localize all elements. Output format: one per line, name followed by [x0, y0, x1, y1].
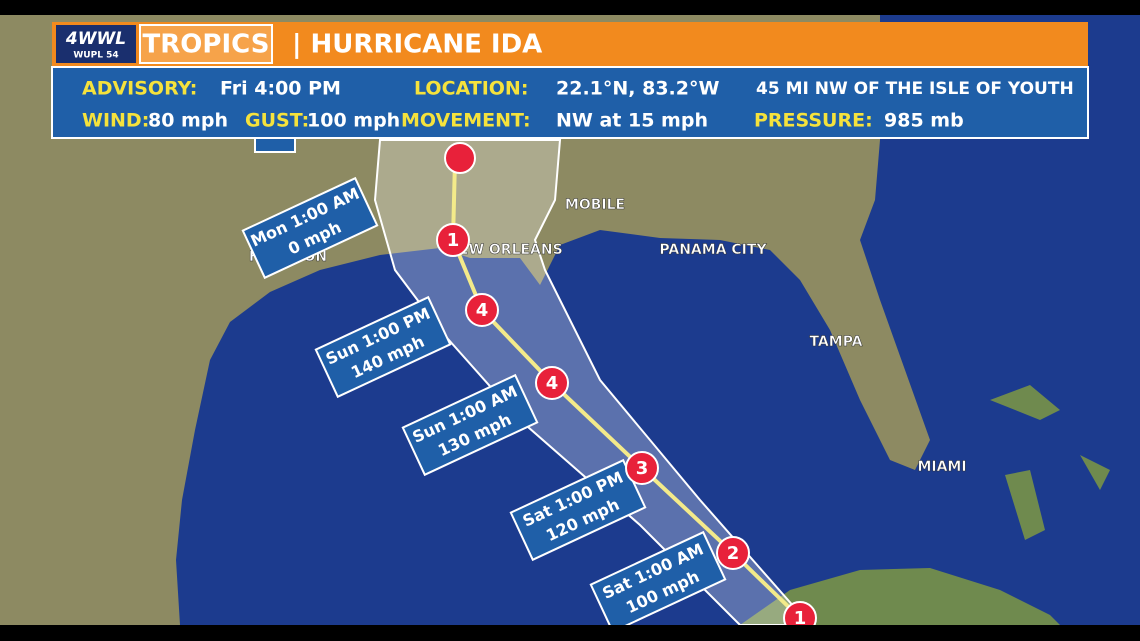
value: 22.1°N, 83.2°W [556, 78, 719, 100]
storm-category: 1 [794, 608, 807, 629]
forecast-box [401, 373, 539, 477]
storm-category: 4 [476, 300, 489, 321]
label-box-partial [254, 137, 296, 153]
label: LOCATION: [414, 78, 528, 100]
city-label: PANAMA CITY [659, 242, 767, 258]
forecast-box [314, 295, 452, 399]
storm-marker-top [444, 142, 476, 174]
title: | HURRICANE IDA [292, 30, 542, 60]
storm-marker [436, 223, 470, 257]
city-label: TAMPA [809, 334, 862, 350]
bottom-bar [0, 625, 1140, 641]
label: ADVISORY: [82, 78, 197, 100]
storm-marker [535, 366, 569, 400]
forecast-box [589, 530, 727, 634]
value: 45 MI NW OF THE ISLE OF YOUTH [756, 79, 1074, 99]
info-panel [51, 66, 1089, 139]
storm-category: 1 [447, 230, 460, 251]
city-label: NEW ORLEANS [447, 242, 562, 258]
top-bar [0, 0, 1140, 15]
label: PRESSURE: [754, 110, 873, 132]
storm-category: 2 [727, 543, 740, 564]
city-label: MOBILE [565, 197, 625, 213]
cuba [740, 568, 1060, 625]
storm-marker [625, 451, 659, 485]
label: GUST: [245, 110, 309, 132]
section-box [139, 24, 273, 64]
value: 100 mph [307, 110, 400, 132]
logo-box [56, 25, 136, 63]
value: NW at 15 mph [556, 110, 708, 132]
logo-sub: WUPL 54 [73, 51, 118, 61]
forecast-box [509, 458, 647, 562]
storm-category: 4 [546, 373, 559, 394]
land [0, 15, 1140, 625]
islands [990, 385, 1110, 540]
section: TROPICS [143, 30, 270, 60]
logo: 4WWL [65, 29, 126, 49]
storm-category: 3 [636, 458, 649, 479]
value: Fri 4:00 PM [220, 78, 341, 100]
label: WIND: [82, 110, 149, 132]
storm-marker [716, 536, 750, 570]
value: 985 mb [884, 110, 964, 132]
city-label: MIAMI [917, 459, 966, 475]
label: MOVEMENT: [401, 110, 531, 132]
value: 80 mph [148, 110, 228, 132]
storm-marker [465, 293, 499, 327]
forecast-box [241, 176, 379, 280]
